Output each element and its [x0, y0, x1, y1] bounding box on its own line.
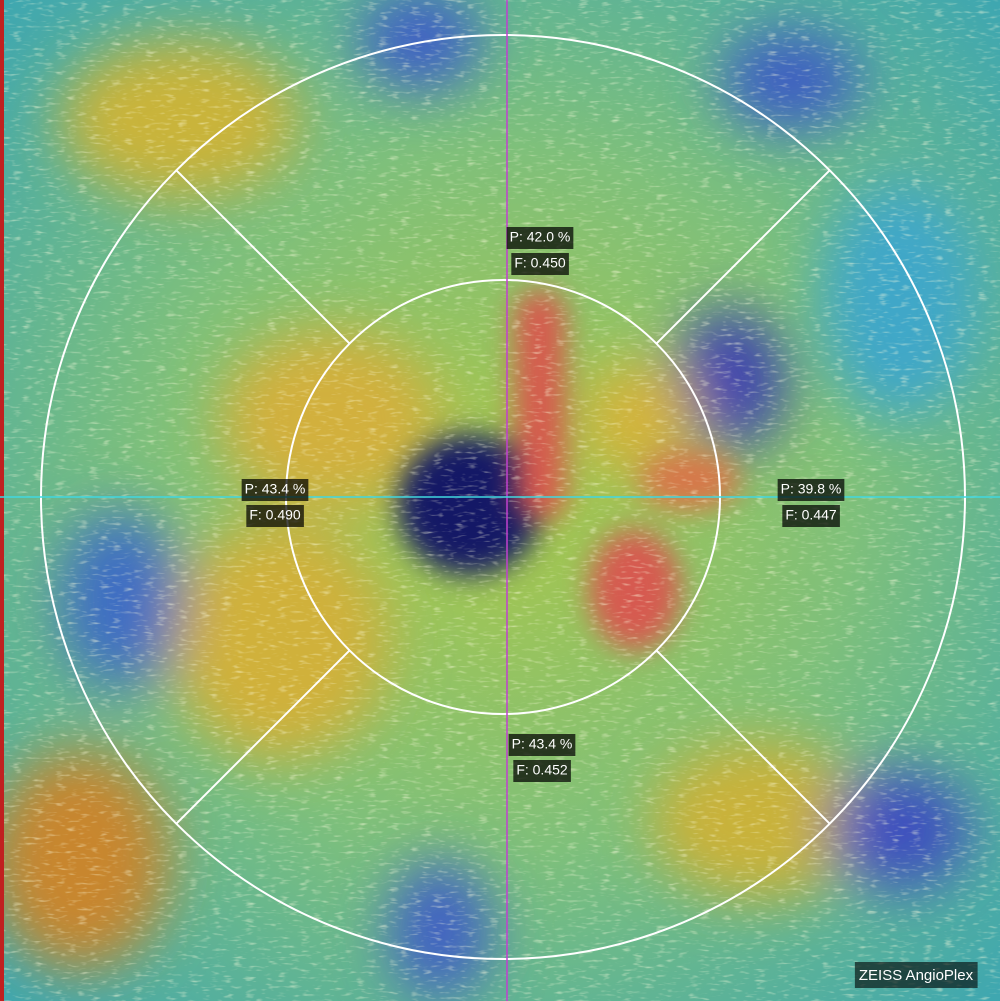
- perfusion-background: [777, 479, 845, 501]
- perfusion-background: [508, 734, 576, 756]
- perfusion-value: P: 42.0 %: [510, 229, 571, 245]
- sector-label: P: 43.4 % F: 0.490: [241, 479, 309, 527]
- fractal-background: [511, 253, 569, 275]
- perfusion-value: P: 43.4 %: [512, 736, 573, 752]
- sector-label: P: 42.0 % F: 0.450: [506, 227, 574, 275]
- perfusion-value: P: 39.8 %: [781, 481, 842, 497]
- brand: ZEISS AngioPlex: [859, 967, 974, 984]
- perfusion-value: P: 43.4 %: [245, 481, 306, 497]
- perfusion-background: [241, 479, 309, 501]
- brand-background: [854, 962, 978, 988]
- sector-label: P: 39.8 % F: 0.447: [777, 479, 845, 527]
- perfusion-background: [506, 227, 574, 249]
- fractal-value: F: 0.447: [785, 507, 837, 523]
- fractal-background: [782, 505, 840, 527]
- edge-strip: [0, 0, 4, 1001]
- fractal-background: [246, 505, 304, 527]
- sector-divider: [655, 649, 831, 825]
- fractal-value: F: 0.452: [516, 762, 568, 778]
- spokes: [175, 169, 831, 825]
- sector-divider: [175, 649, 351, 825]
- fractal-background: [513, 760, 571, 782]
- sector-labels: P: 42.0 % F: 0.450 P: 43.4 % F: 0.490 P: 39.…: [241, 227, 845, 782]
- sector-label: P: 43.4 % F: 0.452: [508, 734, 576, 782]
- fractal-value: F: 0.490: [249, 507, 301, 523]
- sector-divider: [655, 169, 831, 345]
- sector-divider: [175, 169, 351, 345]
- fractal-value: F: 0.450: [514, 255, 566, 271]
